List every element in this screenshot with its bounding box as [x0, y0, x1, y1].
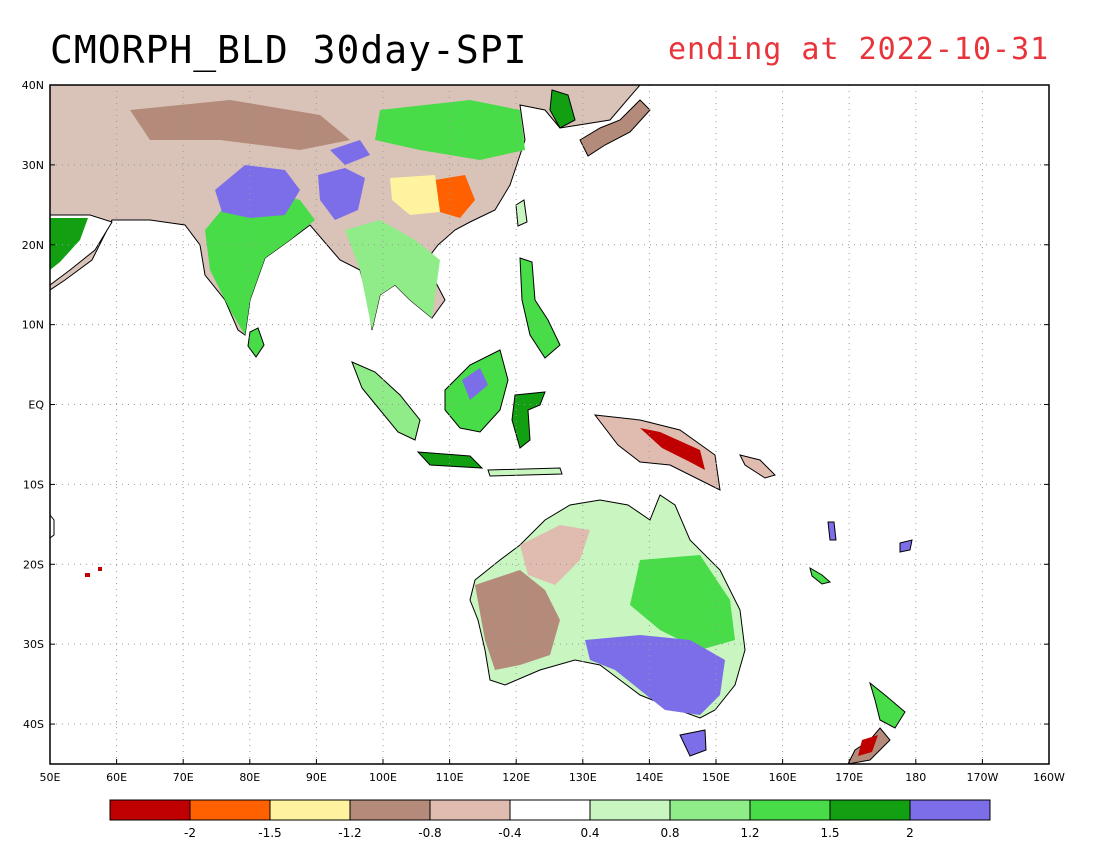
- colorbar-label: -1.2: [338, 826, 361, 840]
- china-wet-zone: [375, 100, 525, 160]
- lon-label: 120E: [502, 771, 530, 784]
- colorbar-swatch: [269, 799, 351, 821]
- map-title: CMORPH_BLD 30day-SPI: [50, 28, 528, 72]
- map-frame: [49, 84, 1050, 765]
- colorbar-label: 0.8: [660, 826, 679, 840]
- spi-colorbar: -2 -1.5 -1.2 -0.8 -0.4 0.4 0.8 1.2 1.5 2: [109, 799, 991, 840]
- colorbar-swatch: [589, 799, 671, 821]
- colorbar-swatch: [109, 799, 191, 821]
- lon-label: 50E: [40, 771, 61, 784]
- sri-lanka: [247, 327, 265, 358]
- japan: [579, 99, 651, 157]
- lat-label: 20S: [23, 558, 44, 571]
- lat-label: 10N: [22, 319, 44, 332]
- india-wet-zone: [205, 190, 315, 335]
- lon-label: 80E: [239, 771, 260, 784]
- east-australia-wet: [630, 555, 735, 650]
- lon-label: 170W: [966, 771, 998, 784]
- ending-date-label: ending at 2022-10-31: [668, 32, 1050, 67]
- south-china-moderate-dry: [390, 175, 440, 215]
- china-extreme-wet: [330, 140, 370, 165]
- colorbar-swatch: [909, 799, 991, 821]
- solomon-islands: [739, 454, 776, 479]
- colorbar-swatch: [349, 799, 431, 821]
- lon-label: 70E: [173, 771, 194, 784]
- lon-label: 100E: [369, 771, 397, 784]
- korea: [549, 89, 576, 129]
- madagascar-coast: [50, 514, 55, 539]
- lon-label: 160E: [769, 771, 797, 784]
- southeast-australia-extreme-wet: [585, 635, 725, 715]
- colorbar-label: 1.5: [820, 826, 839, 840]
- lat-label: 40N: [22, 79, 44, 92]
- longitude-labels: 50E 60E 70E 80E 90E 100E 110E 120E 130E 140E 150E 1…: [40, 771, 1066, 784]
- lon-label: 180: [905, 771, 926, 784]
- new-zealand-north: [869, 681, 906, 729]
- sulawesi: [511, 391, 546, 449]
- northwest-australia-moderate-dry: [520, 525, 590, 585]
- arabia-wet: [50, 218, 88, 270]
- land-spi-layer: [50, 85, 913, 764]
- lon-label: 140E: [635, 771, 663, 784]
- lat-label: 20N: [22, 239, 44, 252]
- sumatra: [351, 361, 421, 441]
- colorbar-label: -1.5: [258, 826, 281, 840]
- colorbar-swatch: [189, 799, 271, 821]
- taiwan: [515, 199, 528, 227]
- lon-label: 160W: [1033, 771, 1065, 784]
- philippines: [519, 257, 561, 359]
- colorbar-label: -2: [184, 826, 196, 840]
- bangladesh-extreme-wet: [318, 168, 365, 220]
- fiji: [899, 539, 913, 553]
- lon-label: 60E: [106, 771, 127, 784]
- colorbar-swatch: [829, 799, 911, 821]
- vanuatu: [827, 521, 837, 541]
- colorbar-swatch: [429, 799, 511, 821]
- colorbar-swatch: [749, 799, 831, 821]
- new-guinea-extreme-dry: [640, 428, 705, 470]
- tasmania: [679, 729, 707, 757]
- java: [416, 451, 484, 469]
- lon-label: 110E: [436, 771, 464, 784]
- west-australia-dry: [475, 570, 560, 670]
- lat-label: 10S: [23, 478, 44, 491]
- colorbar-swatch: [669, 799, 751, 821]
- colorbar-label: -0.8: [418, 826, 441, 840]
- south-china-dry: [435, 175, 475, 218]
- lat-label: 30N: [22, 159, 44, 172]
- new-guinea: [593, 414, 721, 491]
- colorbar-label: 0.4: [580, 826, 599, 840]
- lat-label: EQ: [28, 399, 44, 412]
- lat-label: 30S: [23, 638, 44, 651]
- borneo-extreme-wet: [462, 368, 488, 400]
- lon-label: 150E: [702, 771, 730, 784]
- colorbar-label: 2: [906, 826, 914, 840]
- mauritius: [85, 573, 90, 577]
- lon-label: 170E: [835, 771, 863, 784]
- lon-label: 90E: [306, 771, 327, 784]
- lesser-sunda: [487, 467, 563, 477]
- new-caledonia: [809, 566, 832, 585]
- latitude-labels: 40N 30N 20N 10N EQ 10S 20S 30S 40S: [22, 79, 45, 731]
- colorbar-label: 1.2: [740, 826, 759, 840]
- colorbar-label: -0.4: [498, 826, 521, 840]
- indochina-wet: [345, 220, 440, 330]
- colorbar-swatch: [509, 799, 591, 821]
- tibet-dry-zone: [130, 100, 350, 150]
- lat-label: 40S: [23, 718, 44, 731]
- reunion: [98, 567, 102, 571]
- lon-label: 130E: [569, 771, 597, 784]
- india-extreme-wet: [215, 165, 300, 218]
- new-zealand-dry: [858, 735, 878, 756]
